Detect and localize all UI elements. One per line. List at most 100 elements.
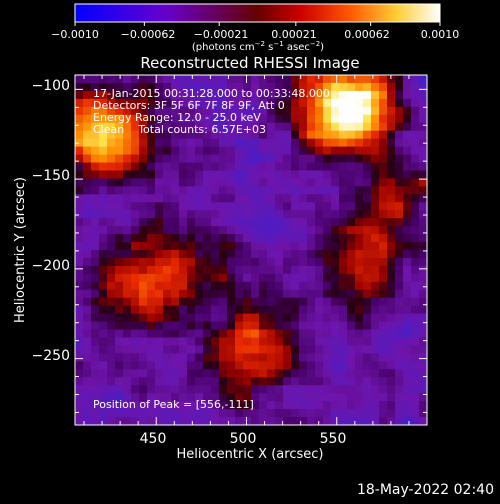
heatmap-cell [115,194,124,203]
heatmap-cell [155,385,164,394]
heatmap-cell [411,305,420,315]
heatmap-cell [395,257,404,267]
heatmap-cell [371,178,380,187]
heatmap-cell [131,369,140,378]
heatmap-cell [163,297,172,307]
heatmap-cell [251,98,260,108]
heatmap-cell [179,353,188,362]
heatmap-cell [251,250,260,259]
heatmap-cell [203,257,212,267]
heatmap-cell [187,305,196,315]
heatmap-cell [323,313,332,323]
heatmap-cell [315,305,324,315]
heatmap-cell [275,146,284,156]
heatmap-cell [243,369,252,378]
heatmap-cell [163,289,172,299]
heatmap-cell [203,138,212,148]
heatmap-cell [291,226,300,235]
heatmap-cell [195,202,204,211]
heatmap-cell [147,186,156,195]
heatmap-cell [179,377,188,386]
heatmap-cell [131,281,140,291]
heatmap-cell [411,289,420,299]
heatmap-cell [187,90,196,100]
heatmap-cell [387,409,396,418]
heatmap-cell [147,337,156,347]
heatmap-cell [107,194,116,203]
heatmap-cell [139,250,148,259]
heatmap-cell [147,218,156,227]
heatmap-cell [227,281,236,291]
heatmap-cell [131,409,140,418]
heatmap-cell [155,289,164,299]
heatmap-cell [395,106,404,116]
heatmap-cell [123,281,132,291]
heatmap-cell [283,202,292,211]
heatmap-cell [91,130,100,140]
heatmap-cell [411,218,420,227]
heatmap-cell [139,154,148,164]
heatmap-cell [147,154,156,164]
heatmap-cell [179,75,188,84]
heatmap-cell [171,146,180,156]
heatmap-cell [371,202,380,211]
heatmap-cell [243,210,252,219]
heatmap-cell [227,393,236,402]
heatmap-cell [219,82,228,92]
heatmap-cell [187,218,196,227]
heatmap-cell [155,210,164,219]
heatmap-cell [315,313,324,323]
heatmap-cell [163,281,172,291]
heatmap-cell [219,250,228,259]
heatmap-cell [195,146,204,156]
heatmap-cell [411,98,420,108]
heatmap-cell [107,186,116,195]
heatmap-cell [267,377,276,386]
heatmap-cell [123,218,132,227]
heatmap-cell [291,162,300,172]
heatmap-cell [123,297,132,307]
heatmap-cell [275,122,284,132]
heatmap-cell [211,146,220,156]
heatmap-cell [347,369,356,378]
heatmap-cell [155,345,164,355]
heatmap-cell [331,210,340,219]
heatmap-cell [219,297,228,307]
heatmap-cell [275,82,284,92]
heatmap-cell [251,90,260,100]
heatmap-cell [307,170,316,180]
heatmap-cell [243,337,252,347]
heatmap-cell [403,186,412,195]
heatmap-cell [291,178,300,187]
heatmap-cell [315,106,324,116]
heatmap-cell [411,194,420,203]
heatmap-cell [99,250,108,259]
heatmap-cell [163,114,172,124]
heatmap-cell [99,281,108,291]
heatmap-cell [251,178,260,187]
heatmap-cell [147,369,156,378]
heatmap-cell [139,297,148,307]
heatmap-cell [283,401,292,410]
heatmap-cell [235,385,244,394]
heatmap-cell [219,138,228,148]
heatmap-cell [187,122,196,132]
heatmap-cell [139,226,148,235]
colorbar-tick-label: −0.0010 [51,28,99,41]
heatmap-cell [147,122,156,132]
heatmap-cell [179,90,188,100]
heatmap-cell [123,154,132,164]
heatmap-cell [331,218,340,227]
heatmap-cell [267,130,276,140]
heatmap-cell [187,234,196,243]
heatmap-cell [387,361,396,370]
heatmap-cell [91,202,100,211]
heatmap-cell [131,289,140,299]
heatmap-cell [323,417,332,425]
heatmap-cell [251,409,260,418]
heatmap-cell [211,202,220,211]
heatmap-cell [131,98,140,108]
heatmap-cell [387,345,396,355]
heatmap-cell [291,75,300,84]
heatmap-cell [331,186,340,195]
